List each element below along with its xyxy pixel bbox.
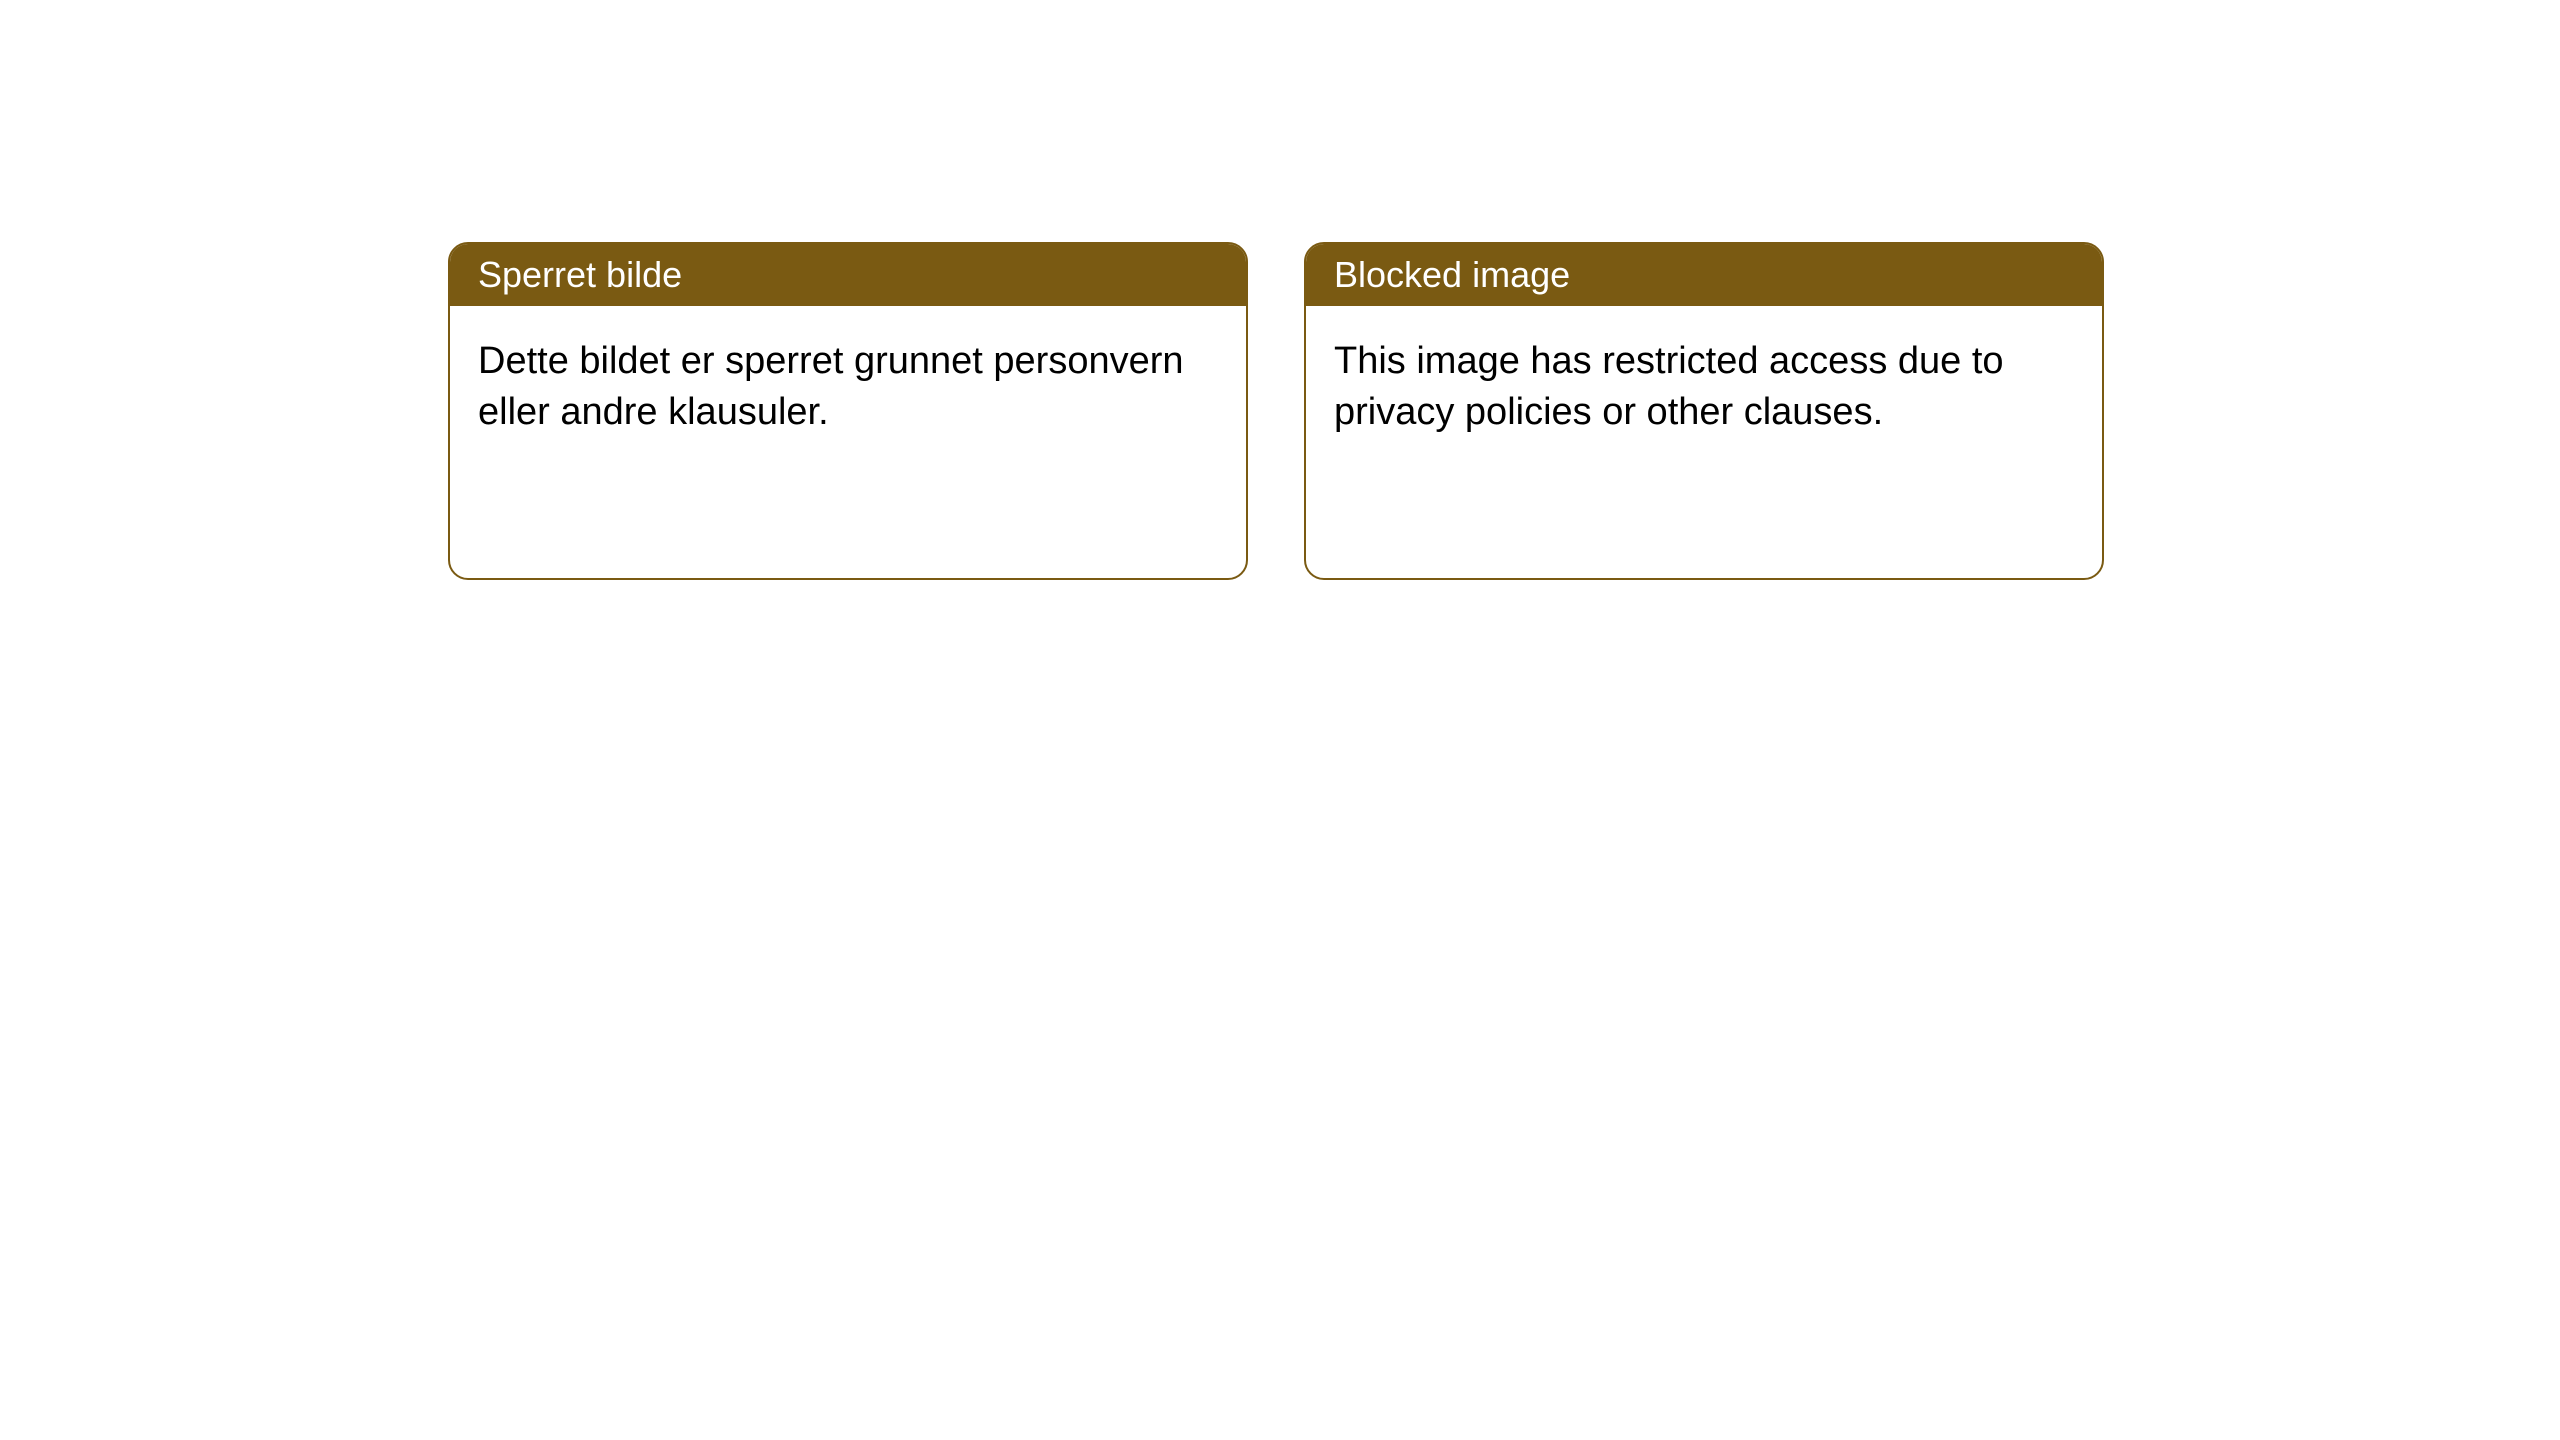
notice-container: Sperret bilde Dette bildet er sperret gr… [0,0,2560,580]
card-body-text: Dette bildet er sperret grunnet personve… [478,340,1184,433]
card-title: Blocked image [1334,254,1570,295]
card-body-text: This image has restricted access due to … [1334,340,2004,433]
card-header: Blocked image [1306,244,2102,306]
card-body: This image has restricted access due to … [1306,306,2102,469]
card-title: Sperret bilde [478,254,682,295]
notice-card-norwegian: Sperret bilde Dette bildet er sperret gr… [448,242,1248,580]
notice-card-english: Blocked image This image has restricted … [1304,242,2104,580]
card-header: Sperret bilde [450,244,1246,306]
card-body: Dette bildet er sperret grunnet personve… [450,306,1246,469]
